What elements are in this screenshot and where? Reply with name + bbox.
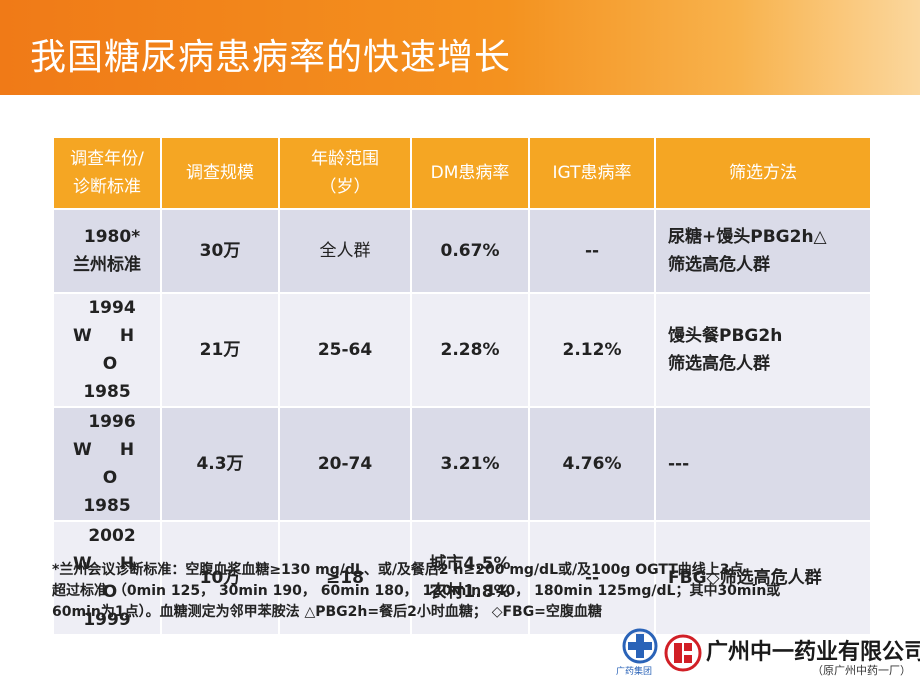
cell-method: --- [654,406,872,522]
cell-age: 25-64 [278,292,412,408]
header-year-standard: 调查年份/ 诊断标准 [52,136,162,210]
company-name: 广州中一药业有限公司 [706,640,920,665]
table-row: 1994 W HO 1985 21万 25-64 2.28% 2.12% 馒头餐P… [52,292,872,408]
cell-dm: 城市4.5% 农村1.8% [410,520,530,636]
table-header-row: 调查年份/ 诊断标准 调查规模 年龄范围 （岁） DM患病率 IGT患病率 筛选… [52,136,872,210]
table-row: 1980* 兰州标准 30万 全人群 0.67% -- 尿糖+馒头PBG2h△ … [52,208,872,294]
cell-igt: 2.12% [528,292,656,408]
cell-scale: 10万 [160,520,280,636]
cell-igt: -- [528,520,656,636]
title-banner: 我国糖尿病患病率的快速增长 [0,0,920,95]
cell-age: 20-74 [278,406,412,522]
cell-scale: 4.3万 [160,406,280,522]
cell-scale: 21万 [160,292,280,408]
cell-method: 馒头餐PBG2h 筛选高危人群 [654,292,872,408]
company-logo: 广药集团 广州中一药业有限公司 （原广州中药一厂） [612,628,920,684]
footnote-line: 超过标准 （0min 125， 30min 190， 60min 180， 12… [52,583,781,599]
cell-method: 尿糖+馒头PBG2h△ 筛选高危人群 [654,208,872,294]
company-former-name: （原广州中药一厂） [812,664,911,677]
cell-age: ≥18 [278,520,412,636]
header-igt-rate: IGT患病率 [528,136,656,210]
header-age-range: 年龄范围 （岁） [278,136,412,210]
header-scale: 调查规模 [160,136,280,210]
cell-method: FBG◇筛选高危人群 [654,520,872,636]
cell-age: 全人群 [278,208,412,294]
header-dm-rate: DM患病率 [410,136,530,210]
cell-dm: 3.21% [410,406,530,522]
slide-title: 我国糖尿病患病率的快速增长 [30,37,512,78]
company-emblem-icon [664,634,702,672]
cell-dm: 2.28% [410,292,530,408]
footnote-line: *兰州会议诊断标准：空腹血浆血糖≥130 mg/dL、或/及餐后2 h≥200 … [52,562,744,578]
table-row: 2002 W HO 1999 10万 ≥18 城市4.5% 农村1.8% -- F… [52,520,872,636]
footnote: *兰州会议诊断标准：空腹血浆血糖≥130 mg/dL、或/及餐后2 h≥200 … [52,560,872,623]
cell-year-standard: 1980* 兰州标准 [52,208,162,294]
prevalence-table: 调查年份/ 诊断标准 调查规模 年龄范围 （岁） DM患病率 IGT患病率 筛选… [52,136,872,636]
cell-dm: 0.67% [410,208,530,294]
cell-igt: 4.76% [528,406,656,522]
cell-year-standard: 2002 W HO 1999 [52,520,162,636]
footnote-line: 60min为1点）。血糖测定为邻甲苯胺法 △PBG2h=餐后2小时血糖； ◇FB… [52,604,602,620]
cell-scale: 30万 [160,208,280,294]
group-logo-label: 广药集团 [616,667,653,677]
table-row: 1996 W HO 1985 4.3万 20-74 3.21% 4.76% --- [52,406,872,522]
cell-year-standard: 1994 W HO 1985 [52,292,162,408]
group-logo-icon [622,628,658,664]
header-screening-method: 筛选方法 [654,136,872,210]
cell-igt: -- [528,208,656,294]
cell-year-standard: 1996 W HO 1985 [52,406,162,522]
